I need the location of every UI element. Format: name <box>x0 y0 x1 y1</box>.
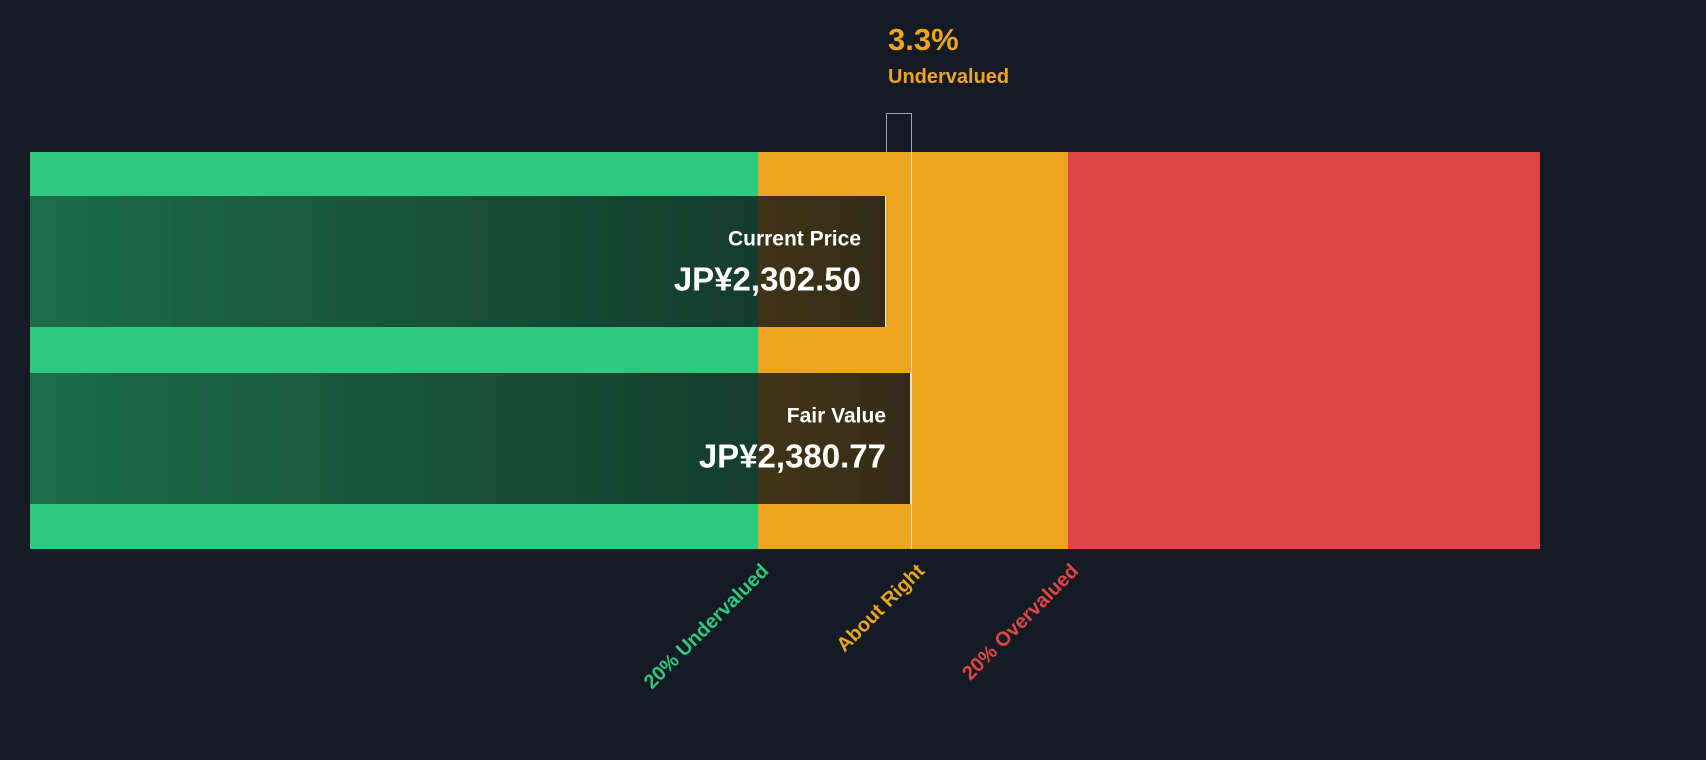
discount-annotation: 3.3% Undervalued <box>888 24 1009 87</box>
axis-label-undervalued: 20% Undervalued <box>640 560 774 694</box>
current-price-text: Current Price JP¥2,302.50 <box>674 228 861 295</box>
fair-value-text: Fair Value JP¥2,380.77 <box>699 405 886 472</box>
fair-value-marker-line <box>911 113 912 549</box>
axis-label-about-right: About Right <box>832 560 929 657</box>
fair-value-value: JP¥2,380.77 <box>698 437 886 474</box>
fair-value-label: Fair Value <box>786 404 886 427</box>
zone-overvalued <box>1068 152 1540 549</box>
discount-status: Undervalued <box>888 66 1010 88</box>
discount-percent: 3.3% <box>888 22 959 57</box>
current-price-label: Current Price <box>727 227 861 250</box>
fair-value-bar: Fair Value JP¥2,380.77 <box>30 373 911 504</box>
current-price-value: JP¥2,302.50 <box>673 260 861 297</box>
current-price-bar: Current Price JP¥2,302.50 <box>30 196 886 327</box>
axis-label-overvalued: 20% Overvalued <box>958 560 1084 685</box>
price-gap-marker <box>886 113 911 152</box>
